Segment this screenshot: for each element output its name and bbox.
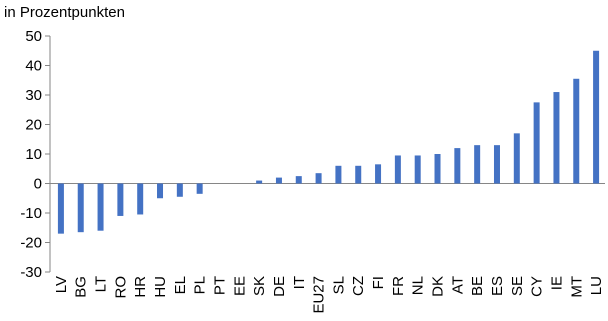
y-tick-label: -10	[20, 205, 42, 222]
bar-bg	[77, 183, 84, 233]
x-tick-label: DE	[271, 276, 288, 297]
x-tick-label: HR	[132, 276, 149, 298]
y-axis-unit-label: in Prozentpunkten	[4, 4, 125, 21]
y-tick-label: 20	[25, 117, 42, 134]
x-tick-label: PL	[192, 276, 209, 294]
bar-de	[275, 177, 282, 184]
bar-mt	[573, 78, 580, 184]
bar-sl	[335, 165, 342, 184]
bar-ie	[553, 92, 560, 184]
x-tick-label: PT	[211, 276, 228, 295]
x-tick-label: NL	[410, 276, 427, 295]
x-tick-label: EU27	[311, 276, 328, 314]
x-tick-label: DK	[430, 276, 447, 297]
x-tick-label: IE	[548, 276, 565, 290]
x-tick-label: EE	[231, 276, 248, 296]
bar-el	[176, 183, 183, 197]
x-tick-label: AT	[449, 276, 466, 294]
x-tick-label: FR	[390, 276, 407, 296]
bar-it	[295, 176, 302, 184]
x-tick-label: BE	[469, 276, 486, 296]
bar-be	[474, 145, 481, 184]
y-tick-label: 0	[34, 176, 42, 193]
x-tick-label: ES	[489, 276, 506, 296]
y-tick-label: 50	[25, 28, 42, 45]
y-tick-label: 40	[25, 58, 42, 75]
x-tick-label: FI	[370, 276, 387, 289]
bar-hr	[137, 183, 144, 215]
bar-es	[493, 145, 500, 184]
x-tick-label: LT	[93, 276, 110, 292]
x-tick-label: SE	[509, 276, 526, 296]
bar-dk	[434, 154, 441, 184]
bar-nl	[414, 155, 421, 184]
x-tick-label: SK	[251, 276, 268, 296]
bar-lt	[97, 183, 104, 231]
bar-cy	[533, 102, 540, 184]
bar-at	[454, 148, 461, 184]
x-tick-label: CZ	[350, 276, 367, 296]
bar-ro	[117, 183, 124, 216]
bar-fi	[375, 164, 382, 184]
bar-cz	[355, 165, 362, 184]
y-tick-label: 10	[25, 146, 42, 163]
bar-se	[513, 133, 520, 184]
x-tick-label: BG	[73, 276, 90, 298]
bar-pl	[196, 183, 203, 194]
bar-hu	[157, 183, 164, 199]
x-tick-label: IT	[291, 276, 308, 289]
bar-sk	[256, 180, 263, 184]
bar-lu	[593, 50, 600, 184]
x-tick-label: SL	[330, 276, 347, 294]
x-tick-label: CY	[529, 276, 546, 297]
bar-lv	[57, 183, 64, 234]
y-tick-label: 30	[25, 87, 42, 104]
x-tick-label: LV	[53, 276, 70, 293]
x-tick-label: HU	[152, 276, 169, 298]
x-tick-label: MT	[568, 276, 585, 298]
x-tick-label: LU	[588, 276, 605, 295]
y-tick-label: -30	[20, 264, 42, 281]
bar-fr	[394, 155, 401, 184]
bar-eu27	[315, 173, 322, 184]
x-tick-label: RO	[112, 276, 129, 299]
x-tick-label: EL	[172, 276, 189, 294]
y-tick-label: -20	[20, 235, 42, 252]
